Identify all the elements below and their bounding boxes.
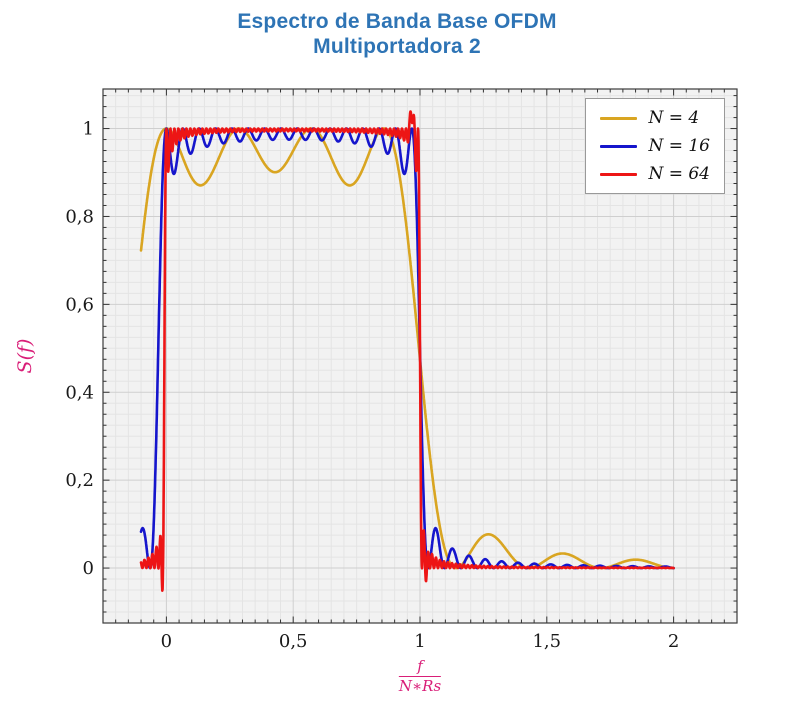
y-axis-label: S(f) xyxy=(14,338,36,374)
title-line-2: Multiportadora 2 xyxy=(313,35,481,58)
x-tick-label: 1 xyxy=(414,631,425,652)
x-tick-label: 0 xyxy=(161,631,172,652)
legend-item: N = 16 xyxy=(600,136,710,156)
y-tick-label: 0,4 xyxy=(65,382,94,403)
chart-area: 0 0,5 1 1,5 2 0 0,2 0,4 0,6 0,8 1 S(f) f N∗Rs N = … xyxy=(0,56,794,711)
title-line-1: Espectro de Banda Base OFDM xyxy=(237,10,557,33)
legend-swatch-n16 xyxy=(600,144,638,148)
legend-label-n4: N = 4 xyxy=(648,108,700,128)
legend: N = 4 N = 16 N = 64 xyxy=(585,98,725,194)
y-tick-label: 0,2 xyxy=(65,470,94,491)
chart-title: Espectro de Banda Base OFDM Multiportado… xyxy=(0,0,794,59)
series-group xyxy=(139,110,675,592)
x-label-denominator: N∗Rs xyxy=(398,677,442,695)
y-tick-label: 1 xyxy=(83,119,94,140)
y-tick-label: 0,6 xyxy=(65,294,94,315)
x-label-fraction-bar xyxy=(398,676,442,677)
x-tick-label: 0,5 xyxy=(279,631,308,652)
x-label-numerator: f xyxy=(417,657,423,675)
legend-label-n16: N = 16 xyxy=(648,136,710,156)
y-tick-label: 0 xyxy=(83,558,94,579)
legend-item: N = 4 xyxy=(600,108,710,128)
legend-label-n64: N = 64 xyxy=(648,164,710,184)
axis-border xyxy=(102,88,738,624)
legend-swatch-n64 xyxy=(600,172,638,176)
x-axis-label: f N∗Rs xyxy=(398,657,442,695)
curve-N4 xyxy=(139,127,675,570)
x-tick-label: 2 xyxy=(668,631,679,652)
legend-swatch-n4 xyxy=(600,116,638,120)
y-tick-label: 0,8 xyxy=(65,207,94,228)
curve-N64 xyxy=(139,110,675,592)
legend-item: N = 64 xyxy=(600,164,710,184)
x-tick-label: 1,5 xyxy=(532,631,561,652)
